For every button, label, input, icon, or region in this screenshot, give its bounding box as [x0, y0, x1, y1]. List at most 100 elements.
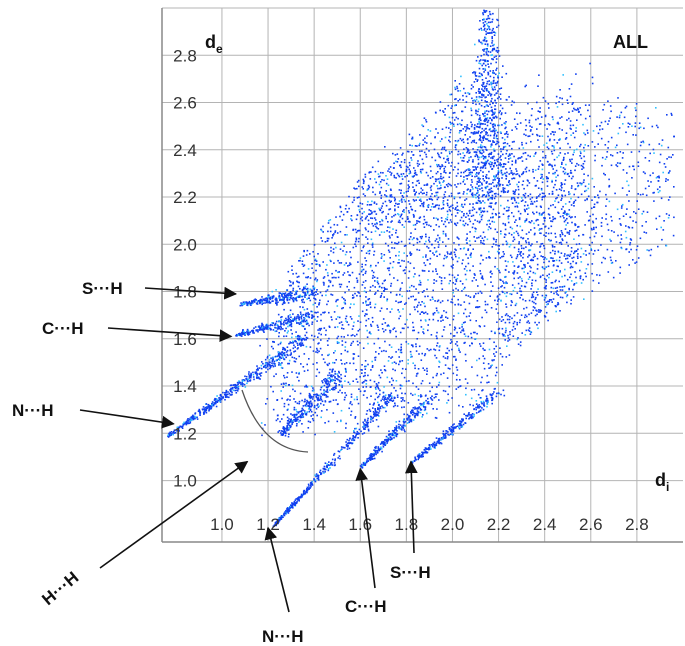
data-point — [478, 208, 481, 211]
data-point — [440, 208, 443, 210]
data-point — [412, 275, 415, 278]
data-point — [305, 331, 308, 334]
data-point — [422, 139, 425, 141]
data-point — [411, 344, 414, 347]
data-point — [485, 162, 488, 164]
data-point — [451, 298, 453, 301]
data-point — [549, 251, 552, 254]
data-point — [561, 286, 563, 288]
data-point — [440, 187, 442, 189]
data-point — [480, 119, 482, 122]
data-point — [500, 113, 503, 116]
data-point — [553, 292, 555, 295]
data-point — [209, 405, 212, 408]
data-point — [361, 364, 363, 366]
data-point — [398, 363, 400, 366]
data-point — [343, 272, 346, 274]
data-point — [569, 120, 572, 122]
data-point — [569, 230, 571, 232]
data-point — [559, 138, 561, 141]
data-point — [457, 172, 459, 175]
data-point — [487, 32, 490, 34]
data-point — [505, 265, 508, 267]
data-point — [365, 300, 367, 303]
data-point — [299, 306, 301, 308]
data-point — [519, 175, 521, 178]
data-point — [387, 226, 389, 228]
data-point — [333, 311, 336, 313]
data-point — [481, 187, 483, 189]
data-point — [412, 213, 415, 216]
data-point — [450, 253, 452, 255]
data-point — [318, 264, 321, 266]
data-point — [290, 352, 292, 354]
data-point — [429, 195, 432, 198]
data-point — [566, 217, 568, 220]
data-point — [506, 184, 508, 186]
data-point — [429, 177, 432, 179]
data-point — [525, 233, 528, 235]
data-point — [444, 254, 446, 257]
data-point — [321, 380, 323, 382]
data-point — [389, 188, 392, 191]
data-point — [428, 270, 430, 272]
data-point — [289, 341, 292, 343]
data-point — [554, 250, 556, 253]
data-point — [483, 357, 486, 360]
data-point — [544, 155, 547, 157]
data-point — [467, 249, 469, 251]
data-point — [490, 330, 493, 333]
data-point — [478, 156, 481, 159]
data-point — [442, 230, 445, 233]
data-point — [306, 249, 309, 252]
data-point — [511, 227, 514, 230]
data-point — [496, 142, 498, 145]
data-point — [331, 378, 333, 381]
data-point — [286, 376, 288, 378]
data-point — [332, 234, 334, 236]
data-point — [368, 171, 370, 174]
data-point — [568, 88, 571, 90]
data-point — [337, 259, 339, 262]
data-point — [629, 242, 632, 244]
data-point — [488, 162, 490, 165]
data-point — [448, 385, 451, 388]
data-point — [293, 350, 295, 353]
data-point — [364, 379, 366, 382]
data-point — [484, 123, 486, 125]
data-point — [605, 156, 608, 158]
data-point — [576, 162, 578, 165]
data-point — [390, 346, 393, 348]
data-point — [534, 153, 537, 155]
data-point — [494, 213, 497, 215]
data-point — [505, 98, 508, 101]
data-point — [523, 247, 525, 250]
data-point — [373, 201, 376, 203]
data-point — [554, 200, 556, 202]
data-point — [225, 392, 227, 394]
data-point — [349, 263, 352, 266]
data-point — [464, 199, 466, 201]
data-point — [388, 231, 391, 233]
data-point — [607, 100, 609, 102]
data-point — [539, 232, 541, 234]
data-point — [565, 291, 567, 293]
data-point — [504, 233, 506, 236]
data-point — [616, 162, 619, 164]
data-point — [595, 217, 597, 220]
data-point — [453, 119, 456, 121]
data-point — [336, 341, 339, 343]
data-point — [492, 58, 494, 61]
data-point — [190, 419, 193, 421]
data-point — [372, 321, 374, 323]
data-point — [446, 317, 449, 319]
data-point — [345, 262, 347, 264]
data-point — [475, 75, 478, 77]
data-point — [415, 288, 417, 290]
data-point — [339, 389, 341, 392]
data-point — [413, 175, 415, 177]
data-point — [515, 170, 518, 172]
data-point — [330, 246, 332, 249]
data-point — [540, 206, 542, 208]
data-point — [496, 49, 498, 52]
